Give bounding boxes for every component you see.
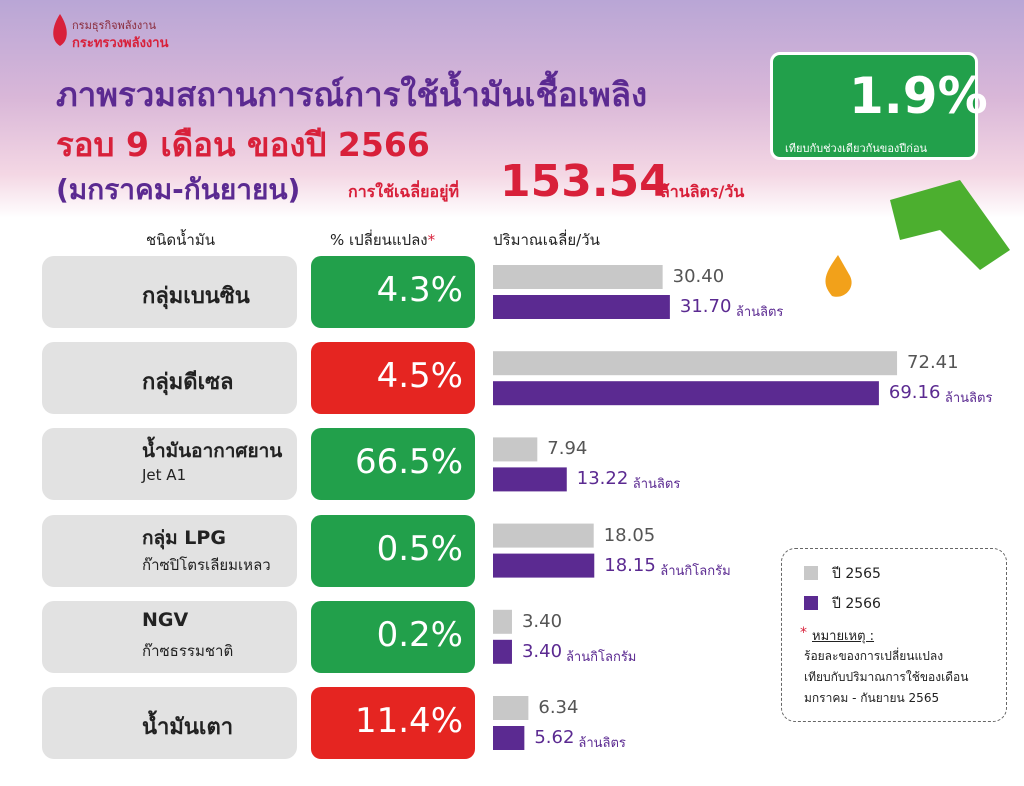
- volume-label: 69.16: [888, 382, 941, 404]
- volume-bar: [493, 523, 594, 548]
- asterisk: *: [427, 231, 436, 249]
- average-label: การใช้เฉลี่ยอยู่ที่: [348, 182, 460, 201]
- fuel-name: ก๊าซปิโตรเลียมเหลว: [142, 555, 271, 574]
- fuel-name: น้ำมันอากาศยาน: [142, 440, 283, 463]
- volume-unit: ล้านกิโลกรัม: [565, 649, 637, 665]
- change-box: 0.5%: [311, 514, 475, 587]
- note-line: ร้อยละของการเปลี่ยนแปลง: [804, 649, 944, 663]
- legend-label: ปี 2565: [832, 566, 881, 582]
- fuel-name: กลุ่มเบนซิน: [142, 284, 250, 309]
- fuel-name-box: กลุ่มเบนซิน: [42, 256, 297, 328]
- average-unit: ล้านลิตร/วัน: [660, 182, 745, 201]
- change-box: 66.5%: [311, 428, 475, 501]
- growth-note: เทียบกับช่วงเดียวกันของปีก่อน: [785, 142, 928, 155]
- volume-label: 31.70: [679, 296, 732, 317]
- volume-label: 3.40: [521, 610, 563, 632]
- growth-value: 1.9%: [849, 67, 988, 125]
- column-header: % เปลี่ยนแปลง*: [330, 228, 435, 252]
- title: (มกราคม-กันยายน): [56, 173, 301, 206]
- volume-bar: [493, 609, 512, 634]
- volume-label: 13.22: [576, 468, 629, 490]
- note-line: เทียบกับปริมาณการใช้ของเดือน: [804, 670, 969, 684]
- fuel-name-box: น้ำมันเตา: [42, 687, 297, 759]
- change-box: 4.3%: [311, 256, 475, 328]
- volume-label: 18.05: [603, 524, 656, 546]
- change-value: 4.3%: [376, 270, 463, 310]
- volume-label: 30.40: [672, 266, 725, 287]
- change-value: 0.2%: [376, 614, 463, 655]
- oil-drop: [825, 255, 852, 297]
- legend-swatch: [804, 566, 818, 580]
- volume-bar: [493, 381, 879, 406]
- fuel-name: น้ำมันเตา: [142, 715, 234, 740]
- volume-bar: [493, 437, 538, 462]
- volume-label: 5.62: [534, 727, 575, 748]
- volume-label: 3.40: [521, 640, 563, 662]
- volume-bar: [493, 295, 670, 319]
- growth-badge: 1.9% เทียบกับช่วงเดียวกันของปีก่อน: [770, 52, 988, 160]
- change-value: 0.5%: [376, 528, 463, 569]
- change-value: 11.4%: [354, 701, 463, 741]
- volume-bar: [493, 639, 512, 664]
- ministry-name: กระทรวงพลังงาน: [72, 36, 169, 51]
- change-value: 66.5%: [354, 442, 463, 483]
- fuel-name: NGV: [142, 608, 189, 631]
- fuel-name: กลุ่ม LPG: [142, 526, 226, 549]
- volume-unit: ล้านลิตร: [632, 477, 681, 493]
- change-box: 0.2%: [311, 600, 475, 673]
- volume-unit: ล้านลิตร: [944, 391, 993, 407]
- logo: [53, 14, 67, 46]
- change-value: 4.5%: [376, 356, 463, 397]
- org-name: กรมธุรกิจพลังงาน: [72, 19, 156, 32]
- fuel-name: Jet A1: [142, 466, 187, 485]
- fuel-name: ก๊าซธรรมชาติ: [142, 641, 234, 660]
- title: ภาพรวมสถานการณ์การใช้น้ำมันเชื้อเพลิง: [56, 75, 648, 114]
- volume-unit: ล้านลิตร: [735, 305, 784, 320]
- column-header: ปริมาณเฉลี่ย/วัน: [493, 231, 600, 249]
- volume-bar: [493, 696, 529, 720]
- fuel-name-box: น้ำมันอากาศยาน Jet A1: [42, 428, 297, 501]
- column-header: ชนิดน้ำมัน: [146, 231, 215, 249]
- volume-bar: [493, 351, 898, 376]
- average-value: 153.54: [500, 156, 670, 207]
- legend-label: ปี 2566: [832, 596, 881, 612]
- title: รอบ 9 เดือน ของปี 2566: [56, 125, 430, 164]
- change-box: 11.4%: [311, 687, 475, 759]
- volume-unit: ล้านกิโลกรัม: [660, 563, 731, 579]
- note-title: หมายเหตุ :: [812, 629, 875, 644]
- volume-label: 72.41: [907, 352, 959, 374]
- fuel-name-box: กลุ่มดีเซล: [42, 342, 297, 415]
- volume-bar: [493, 265, 663, 289]
- volume-bar: [493, 726, 525, 750]
- fuel-name-box: NGV ก๊าซธรรมชาติ: [42, 600, 297, 673]
- volume-unit: ล้านลิตร: [578, 736, 626, 751]
- volume-label: 6.34: [538, 697, 579, 718]
- volume-label: 7.94: [547, 438, 588, 460]
- legend-swatch: [804, 596, 818, 610]
- fuel-nozzle: [890, 180, 1010, 270]
- legend: ปี 2565 ปี 2566 * หมายเหตุ : ร้อยละของการเปล…: [781, 548, 1007, 722]
- fuel-name: กลุ่มดีเซล: [142, 370, 234, 396]
- volume-label: 18.15: [604, 554, 656, 576]
- note-mark: *: [800, 625, 807, 641]
- fuel-name-box: กลุ่ม LPG ก๊าซปิโตรเลียมเหลว: [42, 514, 297, 587]
- volume-bar: [493, 467, 567, 492]
- note-line: มกราคม - กันยายน 2565: [804, 691, 940, 705]
- column-header: % เปลี่ยนแปลง: [330, 231, 428, 249]
- change-box: 4.5%: [311, 342, 475, 415]
- volume-bar: [493, 553, 595, 578]
